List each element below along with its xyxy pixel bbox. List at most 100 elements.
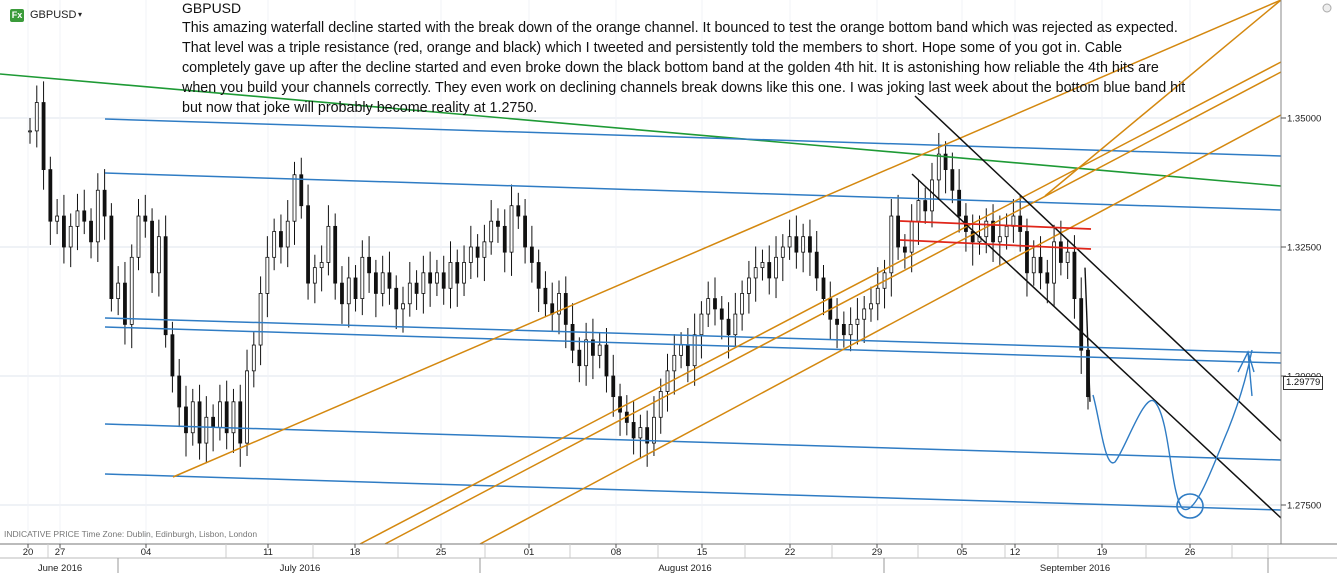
price-bar-body xyxy=(672,354,677,372)
price-bar-body xyxy=(217,401,222,428)
price-bar-body xyxy=(719,308,724,320)
price-bar-body xyxy=(75,210,80,227)
target-circle xyxy=(1176,493,1204,519)
price-bar-body xyxy=(767,262,772,279)
x-tick-label: 22 xyxy=(785,547,796,558)
x-tick-label: 27 xyxy=(55,547,66,558)
price-bar-body xyxy=(509,205,514,253)
price-bar-body xyxy=(502,225,507,253)
y-axis-panel xyxy=(1281,0,1337,573)
price-bar-body xyxy=(808,236,812,253)
x-tick-label: 19 xyxy=(1097,547,1108,558)
price-bar-body xyxy=(441,272,446,289)
price-bar-body xyxy=(855,318,860,325)
price-bar-body xyxy=(435,272,439,284)
price-bar-body xyxy=(753,267,758,279)
price-bar-body xyxy=(584,339,589,367)
annotation-text: This amazing waterfall decline started w… xyxy=(182,20,1186,116)
blue-band-line xyxy=(104,473,1282,511)
orange-channel-line xyxy=(359,61,1282,545)
price-bar-body xyxy=(353,277,358,299)
red-resistance-line xyxy=(899,220,1092,230)
price-bar-body xyxy=(794,236,799,253)
price-bar-body xyxy=(421,272,426,294)
price-bar-body xyxy=(401,303,405,310)
orange-channel-line xyxy=(1044,0,1282,197)
price-bar-body xyxy=(231,401,236,434)
chevron-down-icon[interactable]: ▾ xyxy=(78,10,83,19)
price-bar-body xyxy=(34,102,39,132)
x-tick-label: 18 xyxy=(350,547,361,558)
price-bar-body xyxy=(801,236,806,253)
price-bar-body xyxy=(733,313,738,336)
price-bar-body xyxy=(570,323,575,351)
price-bar-body xyxy=(1031,256,1036,274)
price-bar-body xyxy=(611,375,616,398)
price-bar-body xyxy=(787,236,792,248)
price-bar-body xyxy=(326,225,331,263)
price-bar-body xyxy=(394,287,399,310)
price-bar-body xyxy=(312,267,317,284)
last-price-flag: 1.29779 xyxy=(1283,376,1324,390)
month-label: June 2016 xyxy=(38,563,82,573)
price-bar-body xyxy=(468,246,473,263)
price-bar-body xyxy=(177,375,182,408)
price-bar-body xyxy=(543,287,548,305)
price-bar-body xyxy=(462,262,466,284)
price-bar-body xyxy=(875,287,880,305)
x-tick-label: 04 xyxy=(141,547,152,558)
price-bar-body xyxy=(428,272,433,284)
price-bar-body xyxy=(190,401,195,434)
price-bar-body xyxy=(746,277,751,294)
price-bar-body xyxy=(774,256,778,279)
price-bar-body xyxy=(170,334,175,377)
price-bar-body xyxy=(238,401,243,444)
price-bar-body xyxy=(251,344,256,372)
price-bar-body xyxy=(760,262,765,269)
price-bar-body xyxy=(279,231,283,248)
price-bar-body xyxy=(1052,241,1056,284)
month-label: September 2016 xyxy=(1040,563,1110,573)
price-bar-body xyxy=(89,220,93,243)
price-bar-body xyxy=(957,189,962,217)
price-bar-body xyxy=(814,251,819,279)
price-bar-body xyxy=(896,215,901,248)
symbol-selector[interactable]: GBPUSD xyxy=(30,9,77,21)
price-bar-body xyxy=(943,153,948,170)
x-tick-label: 20 xyxy=(23,547,34,558)
price-bar-body xyxy=(706,298,711,315)
orange-channel-line xyxy=(384,71,1282,545)
price-bar-body xyxy=(862,308,867,320)
x-tick-label: 26 xyxy=(1185,547,1196,558)
price-bar-body xyxy=(536,262,541,289)
price-bar-body xyxy=(1004,225,1009,238)
price-bar-body xyxy=(123,282,127,325)
projection-path xyxy=(1092,349,1255,511)
fx-icon: Fx xyxy=(10,9,24,22)
price-bar-body xyxy=(1018,215,1023,232)
price-bar-body xyxy=(991,220,995,243)
red-resistance-line xyxy=(899,239,1092,250)
price-bar-body xyxy=(713,298,717,310)
price-bar-body xyxy=(652,416,656,444)
x-tick-label: 29 xyxy=(872,547,883,558)
price-bar-body xyxy=(529,246,534,263)
price-bar-body xyxy=(516,205,521,217)
price-bar-body xyxy=(448,262,453,289)
price-bar-body xyxy=(136,215,141,258)
black-channel-line xyxy=(911,173,1282,519)
price-bar-body xyxy=(557,293,561,315)
price-bar-body xyxy=(68,225,73,248)
price-bar-body xyxy=(645,427,650,444)
price-bar-body xyxy=(916,200,921,222)
price-bar-body xyxy=(414,282,419,294)
price-bar-body xyxy=(1065,251,1070,263)
price-bar-body xyxy=(665,370,670,392)
price-bar-body xyxy=(1038,256,1043,274)
blue-band-line xyxy=(104,326,1282,364)
price-bar-body xyxy=(841,323,846,336)
price-bar-body xyxy=(523,215,527,248)
price-bar-body xyxy=(685,344,690,367)
